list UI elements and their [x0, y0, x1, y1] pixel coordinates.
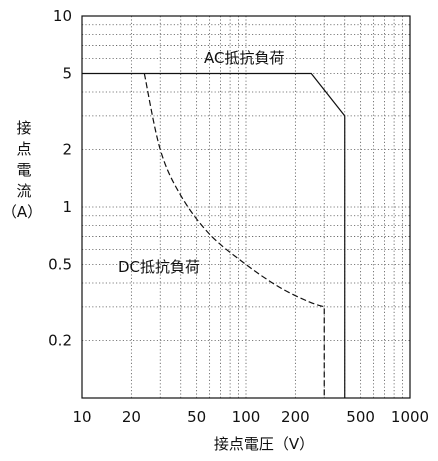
- ac-series-line: [82, 72, 346, 398]
- series-layer: [82, 72, 346, 398]
- y-tick-label: 1: [62, 198, 72, 216]
- x-tick-label: 10: [72, 408, 91, 426]
- y-tick-label: 0.2: [48, 332, 72, 350]
- y-axis-label-char: （A）: [2, 203, 42, 221]
- y-tick-label: 2: [62, 141, 72, 159]
- x-tick-label: 20: [122, 408, 141, 426]
- dc-series-annotation: DC抵抗負荷: [118, 258, 200, 276]
- x-tick-label: 1000: [391, 408, 429, 426]
- ac-series-annotation: AC抵抗負荷: [204, 49, 284, 67]
- y-axis-label-char: 点: [16, 140, 31, 158]
- y-tick-label: 0.5: [48, 255, 72, 273]
- dc-series-line: [143, 73, 325, 398]
- y-tick-labels: 0.2 0.5 1 2 5 10: [48, 7, 72, 350]
- x-tick-label: 100: [232, 408, 261, 426]
- y-tick-label: 10: [53, 7, 72, 25]
- y-axis-label-char: 接: [16, 119, 31, 137]
- x-tick-label: 50: [187, 408, 206, 426]
- x-tick-label: 200: [281, 408, 310, 426]
- x-tick-label: 500: [346, 408, 375, 426]
- x-axis-label: 接点電圧（V）: [214, 435, 314, 453]
- y-axis-label-char: 電: [16, 161, 31, 179]
- plot-frame: [81, 15, 411, 399]
- y-axis-label-char: 流: [16, 182, 31, 200]
- x-tick-labels: 10 20 50 100 200 500 1000: [72, 408, 429, 426]
- y-tick-label: 5: [62, 64, 72, 82]
